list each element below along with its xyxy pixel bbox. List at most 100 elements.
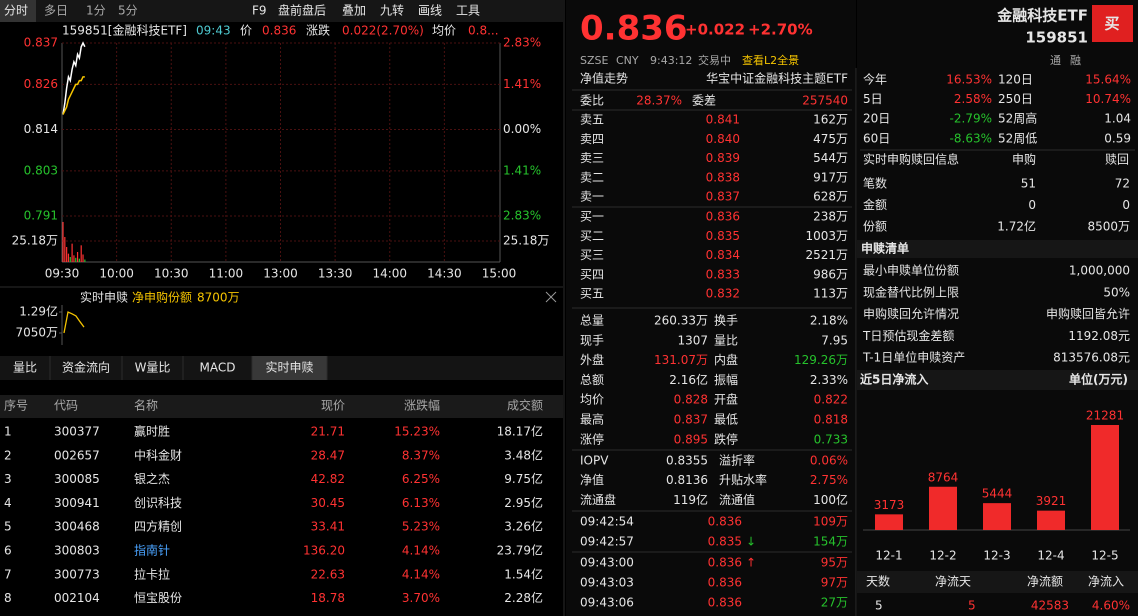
stat-value: 0.822 — [814, 393, 848, 407]
table-cell[interactable]: 赢时胜 — [134, 424, 170, 439]
avg-price: 0.8... — [468, 24, 499, 38]
x-tick-label: 10:00 — [99, 267, 134, 281]
bottom-tab[interactable]: 资金流向 — [62, 360, 110, 375]
y-tick-label: 0.803 — [24, 163, 58, 177]
level-label: 卖四 — [580, 132, 604, 146]
level-price: 0.838 — [706, 170, 740, 184]
table-cell[interactable]: 银之杰 — [134, 472, 170, 486]
column-header: 涨跌幅 — [404, 398, 440, 413]
x-tick-label: 12-1 — [875, 549, 902, 563]
close-icon[interactable] — [545, 291, 557, 303]
section-title: 实时申购赎回信息 — [863, 152, 959, 167]
stat-value: 0.8136 — [666, 473, 708, 487]
table-cell: 300377 — [54, 425, 100, 439]
volume-bar — [76, 251, 79, 262]
link[interactable]: 查看L2全景 — [742, 53, 799, 67]
toolbar-tab[interactable]: 多日 — [44, 4, 68, 18]
level-price: 0.836 — [706, 210, 740, 224]
stat-value: 15.64% — [1085, 73, 1131, 87]
x-tick-label: 12-2 — [929, 549, 956, 563]
x-tick-label: 13:30 — [318, 267, 353, 281]
table-cell[interactable]: 指南针 — [134, 543, 170, 558]
x-tick-label: 14:30 — [427, 267, 462, 281]
stat-value: 2.75% — [810, 473, 848, 487]
bottom-tab[interactable]: W量比 — [135, 361, 171, 375]
bar — [929, 486, 957, 530]
table-cell[interactable]: 四方精创 — [134, 519, 182, 534]
stat-label: 外盘 — [580, 352, 604, 367]
stat-label: 120日 — [998, 73, 1033, 87]
toolbar-button[interactable]: 工具 — [456, 4, 480, 18]
bottom-tab[interactable]: 量比 — [13, 361, 37, 375]
stat-label: 内盘 — [714, 352, 738, 367]
stat-value: 119亿 — [673, 492, 708, 507]
toolbar-tab[interactable]: 分时 — [4, 4, 28, 18]
trade-volume: 95万 — [821, 556, 848, 570]
table-cell: 2 — [4, 448, 12, 462]
table-cell[interactable]: 拉卡拉 — [134, 566, 170, 581]
toolbar-tab[interactable]: 1分 — [86, 4, 106, 18]
table-cell[interactable]: 创识科技 — [134, 496, 182, 510]
y-tick-label: 1.29亿 — [19, 304, 58, 319]
level-price: 0.834 — [706, 248, 740, 262]
stat-label: 流通盘 — [580, 492, 616, 507]
series-name: 净申购份额 — [132, 290, 192, 305]
section-header — [857, 571, 1138, 593]
table-cell: 5 — [875, 599, 883, 613]
trade-time: 09:43:03 — [580, 576, 634, 590]
level-label: 卖二 — [580, 170, 604, 184]
toolbar — [0, 0, 563, 22]
table-cell: 28.47 — [311, 448, 345, 462]
table-cell: 15.23% — [394, 425, 440, 439]
bottom-tab[interactable]: MACD — [200, 361, 236, 375]
y-tick-label: 0.791 — [24, 209, 58, 223]
section-title: 申赎清单 — [861, 241, 909, 256]
section-header — [857, 240, 1138, 258]
y-tick-label: 0.837 — [24, 36, 58, 50]
table-cell: 4 — [4, 496, 12, 510]
x-tick-label: 09:30 — [45, 267, 80, 281]
nav-label[interactable]: 净值走势 — [580, 71, 628, 86]
table-cell: 3.48亿 — [504, 447, 543, 462]
volume-bar — [64, 236, 66, 262]
trade-price: 0.836 — [708, 515, 742, 529]
table-cell: 2.28亿 — [504, 590, 543, 605]
table-cell: 1.54亿 — [504, 566, 543, 581]
stat-label: 均价 — [580, 393, 604, 407]
toolbar-button[interactable]: 画线 — [418, 4, 442, 18]
stat-label: IOPV — [580, 454, 609, 468]
level-volume: 1003万 — [805, 229, 848, 243]
label: 交易中 — [698, 53, 731, 67]
stat-label: 最低 — [714, 413, 738, 427]
table-cell[interactable]: 中科金财 — [134, 447, 182, 462]
toolbar-button[interactable]: 九转 — [380, 3, 404, 18]
stat-value: 0.828 — [674, 393, 708, 407]
trade-volume: 27万 — [821, 596, 848, 610]
x-tick-label: 15:00 — [482, 267, 517, 281]
table-cell[interactable]: 恒宝股份 — [134, 591, 182, 605]
buy-button[interactable] — [1092, 5, 1133, 42]
pct-tick-label: 1.41% — [503, 163, 541, 177]
buy-button[interactable]: 买 — [1104, 15, 1119, 33]
stat-label: 振幅 — [714, 372, 738, 387]
label: 均价 — [432, 24, 456, 38]
table-cell: 300468 — [54, 520, 100, 534]
change-pct: +2.70% — [748, 21, 813, 39]
bottom-tab[interactable]: 实时申赎 — [265, 360, 313, 375]
table-cell: 1.72亿 — [997, 219, 1036, 234]
y-tick-label: 0.826 — [24, 77, 58, 91]
stat-label: 今年 — [863, 72, 887, 87]
table-cell: 6.13% — [402, 496, 440, 510]
table-cell: 21.71 — [311, 425, 345, 439]
toolbar-tab[interactable]: 5分 — [118, 4, 138, 18]
toolbar-button[interactable]: 叠加 — [342, 4, 366, 18]
table-cell: 4.60% — [1092, 599, 1130, 613]
fund-name: 华宝中证金融科技主题ETF — [706, 71, 848, 86]
table-cell: 6 — [4, 544, 12, 558]
level-label: 卖五 — [580, 113, 604, 127]
series-value: 8700万 — [197, 291, 240, 305]
toolbar-button[interactable]: 盘前盘后 — [278, 3, 326, 18]
toolbar-button[interactable]: F9 — [252, 4, 267, 18]
stat-value: 7.95 — [821, 333, 848, 347]
